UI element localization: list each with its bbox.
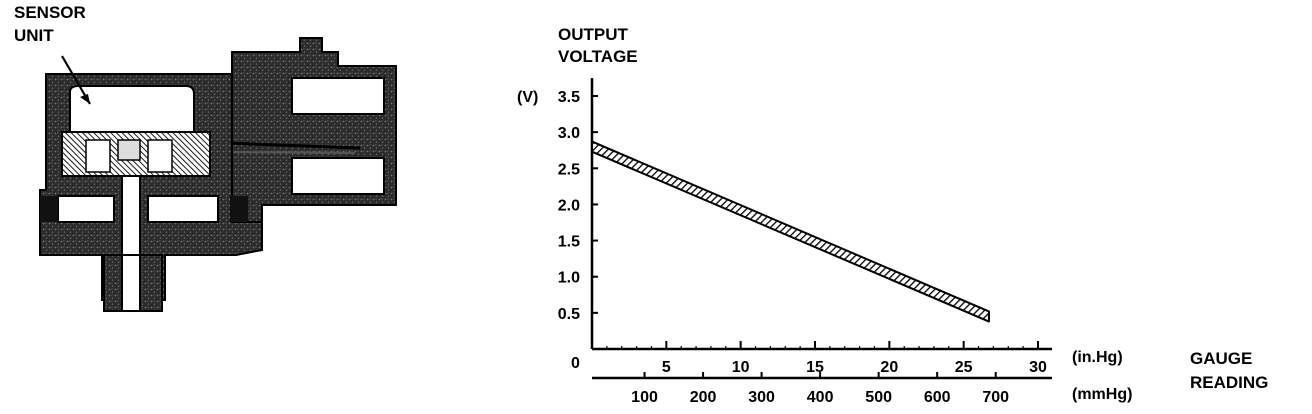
sensor-bore xyxy=(121,175,141,267)
y-tick-label: 1.0 xyxy=(558,270,580,287)
x-tick-label-inhg: 20 xyxy=(880,359,898,376)
x-tick-label-mmhg: 700 xyxy=(982,389,1009,406)
connector-slot-bottom xyxy=(291,157,385,195)
x-tick-label-mmhg: 200 xyxy=(690,389,717,406)
y-tick-label: 3.0 xyxy=(558,125,580,142)
sensor-unit-illustration xyxy=(39,37,397,312)
x-axis-title-line1: GAUGE xyxy=(1190,349,1253,368)
x-tick-label-mmhg: 500 xyxy=(865,389,892,406)
x-axis-unit-inhg: (in.Hg) xyxy=(1072,349,1123,366)
sensor-unit-label-line2: UNIT xyxy=(14,26,54,45)
x-tick-label-inhg: 25 xyxy=(955,359,973,376)
voltage-series-band xyxy=(591,140,990,323)
x-tick-label-inhg: 5 xyxy=(662,359,671,376)
x-tick-label-inhg: 15 xyxy=(806,359,824,376)
y-axis-title-line1: OUTPUT xyxy=(558,25,628,44)
y-axis-title-line2: VOLTAGE xyxy=(558,47,638,66)
y-tick-label: 2.5 xyxy=(558,161,580,178)
x-tick-label-mmhg: 400 xyxy=(807,389,834,406)
sensor-chamber xyxy=(69,85,195,133)
x-axis-unit-mmhg: (mmHg) xyxy=(1072,386,1133,403)
x-tick-label-mmhg: 600 xyxy=(924,389,951,406)
connector-pin xyxy=(224,141,361,150)
y-axis-unit: (V) xyxy=(517,89,539,106)
output-voltage-chart: 0.5 1.0 1.5 2.0 2.5 3.0 3.5 5 10 15 20 25 30 100 200 30… xyxy=(558,78,1052,406)
y-tick-label: 0.5 xyxy=(558,306,580,323)
y-tick-label: 1.5 xyxy=(558,234,580,251)
connector-slot-top xyxy=(291,77,385,115)
x-tick-label-inhg: 30 xyxy=(1029,359,1047,376)
y-tick-label: 3.5 xyxy=(558,89,580,106)
x-axis-title-line2: READING xyxy=(1190,373,1269,392)
origin-label: 0 xyxy=(571,355,580,372)
x-tick-label-mmhg: 300 xyxy=(748,389,775,406)
x-tick-label-mmhg: 100 xyxy=(631,389,658,406)
x-tick-label-inhg: 10 xyxy=(732,359,750,376)
y-tick-label: 2.0 xyxy=(558,197,580,214)
sensor-unit-label-line1: SENSOR xyxy=(14,3,86,22)
